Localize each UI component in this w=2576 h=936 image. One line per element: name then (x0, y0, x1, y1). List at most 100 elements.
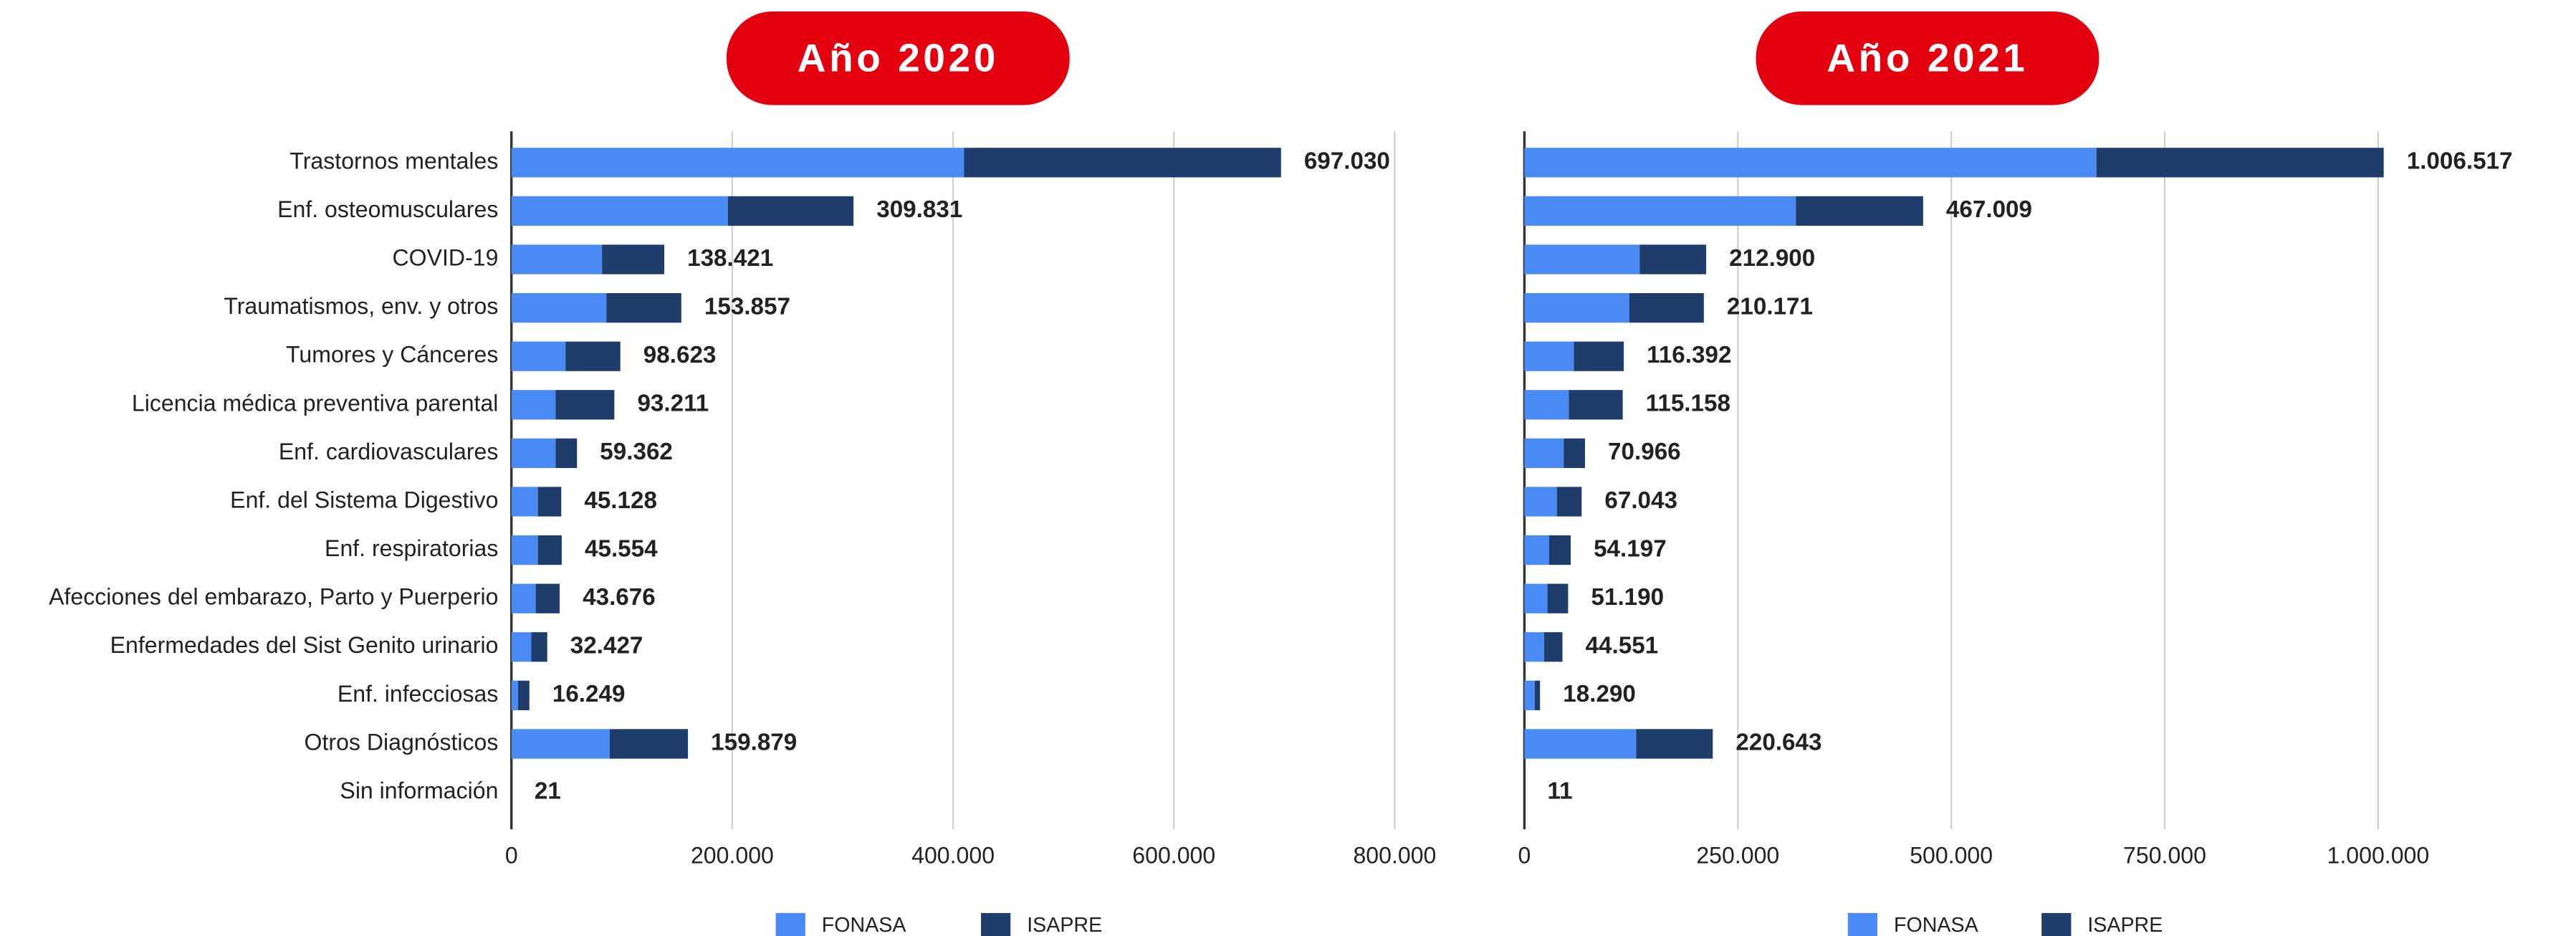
bar-segment (511, 390, 556, 420)
total-label: 210.171 (1727, 293, 1813, 320)
category-label: Enf. respiratorias (325, 535, 498, 561)
total-label: 18.290 (1563, 681, 1636, 707)
bar-segment (1629, 292, 1704, 323)
x-tick-label: 800.000 (1353, 842, 1436, 868)
bar-segment (1524, 680, 1535, 710)
total-label: 153.857 (704, 293, 790, 320)
x-tick-label: 500.000 (1910, 842, 1993, 868)
bar-segment (1524, 535, 1549, 565)
bar-segment (511, 148, 964, 178)
bar-segment (2096, 148, 2384, 178)
bar-segment (565, 341, 621, 371)
x-tick-label: 400.000 (911, 842, 995, 868)
total-label: 51.190 (1591, 584, 1665, 611)
category-label: COVID-19 (393, 244, 499, 270)
bar-segment (511, 292, 607, 323)
bar-segment (1569, 390, 1623, 420)
total-label: 45.128 (584, 487, 657, 514)
bar-segment (511, 244, 603, 274)
bar-segment (511, 680, 518, 710)
category-label: Otros Diagnósticos (305, 729, 499, 755)
category-label: Enf. del Sistema Digestivo (230, 487, 498, 512)
bar-segment (511, 196, 728, 226)
bar-segment (511, 341, 566, 371)
total-label: 467.009 (1946, 196, 2032, 223)
total-label: 212.900 (1729, 245, 1815, 272)
bar-segment (511, 438, 556, 468)
bar-segment (1524, 438, 1564, 468)
legend-swatch (1847, 912, 1878, 936)
bar-segment (1524, 632, 1544, 662)
legend-swatch (775, 912, 805, 936)
total-label: 98.623 (643, 342, 717, 368)
title-banner (1756, 11, 2099, 105)
category-label: Trastornos mentales (289, 148, 498, 173)
bar-segment (1524, 583, 1548, 613)
category-label: Licencia médica preventiva parental (132, 390, 499, 416)
category-label: Enfermedades del Sist Genito urinario (110, 632, 499, 658)
total-label: 1.006.517 (2407, 148, 2513, 175)
total-label: 116.392 (1647, 342, 1731, 368)
chart-title: Año 2020 (798, 35, 999, 80)
category-label: Sin información (340, 778, 498, 803)
bar-segment (1524, 292, 1629, 323)
bar-segment (537, 535, 562, 565)
bar-segment (511, 729, 610, 759)
category-label: Enf. infecciosas (337, 681, 499, 707)
x-tick-label: 600.000 (1132, 842, 1215, 868)
legend-label: ISAPRE (1027, 914, 1102, 936)
total-label: 45.554 (585, 535, 658, 562)
category-label: Tumores y Cánceres (286, 342, 498, 368)
total-label: 21 (535, 778, 561, 804)
bar-segment (1543, 632, 1563, 662)
x-tick-label: 250.000 (1696, 842, 1779, 868)
total-label: 11 (1548, 778, 1573, 804)
bar-segment (1636, 729, 1713, 759)
title-banner (726, 11, 1070, 105)
bar-segment (535, 583, 560, 613)
bar-segment (606, 292, 681, 323)
total-label: 43.676 (583, 584, 656, 611)
total-label: 16.249 (552, 681, 626, 707)
bar-segment (1564, 438, 1585, 468)
bar-segment (1524, 244, 1640, 274)
bar-segment (511, 487, 538, 517)
category-label: Enf. cardiovasculares (279, 439, 499, 464)
bar-segment (964, 148, 1281, 178)
bar-segment (1534, 680, 1541, 710)
bar-segment (1547, 583, 1569, 613)
bar-segment (511, 583, 536, 613)
x-tick-label: 200.000 (691, 842, 774, 868)
bar-segment (1524, 341, 1574, 371)
chart-title: Año 2021 (1826, 35, 2028, 80)
bar-segment (1524, 196, 1796, 226)
x-tick-label: 0 (1518, 842, 1531, 868)
bar-segment (537, 487, 562, 517)
bar-segment (531, 632, 547, 662)
x-tick-label: 750.000 (2123, 842, 2206, 868)
total-label: 59.362 (600, 439, 673, 465)
legend-label: FONASA (1894, 914, 1979, 936)
bar-segment (555, 438, 578, 468)
bar-segment (1574, 341, 1624, 371)
bar-segment (1548, 535, 1571, 565)
total-label: 220.643 (1735, 730, 1821, 756)
category-label: Traumatismos, env. y otros (224, 293, 498, 319)
bar-segment (1524, 729, 1637, 759)
bar-segment (1556, 487, 1582, 517)
legend-label: ISAPRE (2087, 914, 2163, 936)
total-label: 44.551 (1586, 633, 1659, 659)
total-label: 93.211 (637, 391, 709, 417)
bar-segment (727, 196, 854, 226)
category-label: Enf. osteomusculares (277, 196, 498, 222)
bar-segment (1524, 390, 1569, 420)
x-tick-label: 0 (505, 842, 518, 868)
legend-label: FONASA (822, 914, 907, 936)
bar-segment (511, 632, 532, 662)
bar-segment (1524, 148, 2097, 178)
total-label: 115.158 (1646, 391, 1730, 417)
bar-segment (602, 244, 665, 274)
total-label: 309.831 (876, 196, 962, 223)
total-label: 697.030 (1304, 148, 1390, 175)
